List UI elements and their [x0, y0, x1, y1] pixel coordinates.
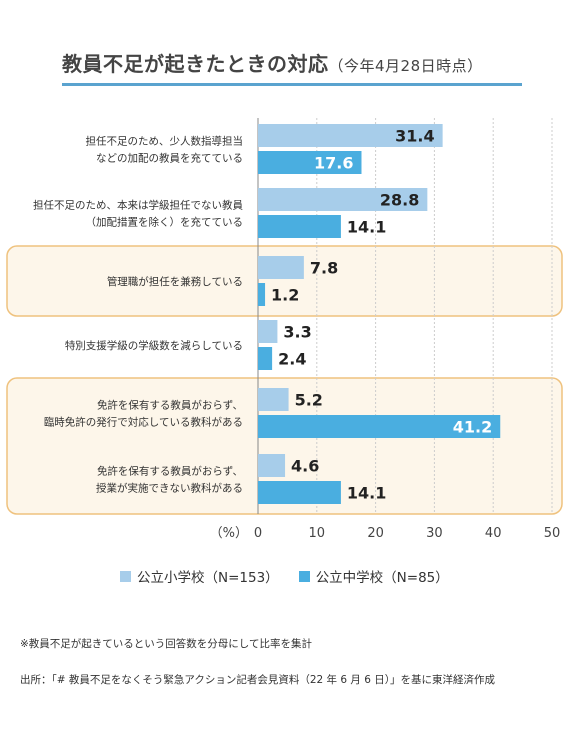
legend-label-elementary: 公立小学校（N=153）: [137, 570, 279, 586]
category-label: 免許を保有する教員がおらず、: [97, 465, 243, 478]
x-tick-label: 50: [544, 526, 561, 541]
x-axis-unit: （%）: [210, 526, 248, 541]
category-label: 授業が実施できない教科がある: [96, 482, 243, 495]
data-label: 5.2: [295, 391, 323, 410]
bar: [258, 283, 266, 306]
legend-swatch-elementary: [120, 570, 131, 582]
title-main: 教員不足が起きたときの対応: [62, 52, 329, 76]
bar: [258, 481, 341, 504]
x-tick-label: 0: [254, 526, 262, 541]
data-label: 2.4: [278, 350, 306, 369]
legend-item-junior-high: 公立中学校（N=85）: [298, 566, 449, 586]
chart-title: 教員不足が起きたときの対応（今年4月28日時点）: [62, 48, 522, 77]
bar: [258, 415, 501, 438]
x-tick-label: 20: [367, 526, 384, 541]
x-tick-label: 30: [426, 526, 443, 541]
bar: [258, 388, 289, 411]
category-label: などの加配の教員を充てている: [96, 152, 243, 165]
category-label: 担任不足のため、本来は学級担任でない教員: [33, 199, 243, 212]
category-label: 免許を保有する教員がおらず、: [97, 399, 243, 412]
bar: [258, 151, 362, 174]
category-label: （加配措置を除く）を充てている: [86, 216, 244, 229]
title-subtitle: （今年4月28日時点）: [328, 57, 483, 75]
data-label: 1.2: [271, 286, 299, 305]
bar: [258, 188, 428, 211]
category-label: 臨時免許の発行で対応している教科がある: [44, 416, 243, 429]
bar: [258, 124, 443, 147]
data-label: 7.8: [310, 259, 338, 278]
data-label: 14.1: [347, 484, 386, 503]
data-label: 14.1: [347, 218, 386, 237]
highlight-box: [6, 245, 563, 317]
title-underline: [62, 83, 522, 86]
x-tick-label: 10: [309, 526, 326, 541]
bar: [258, 454, 286, 477]
legend: 公立小学校（N=153） 公立中学校（N=85）: [120, 566, 449, 586]
category-label: 担任不足のため、少人数指導担当: [86, 135, 244, 148]
category-label: 管理職が担任を兼務している: [107, 275, 243, 288]
bar: [258, 320, 278, 343]
data-label: 4.6: [291, 457, 319, 476]
data-label: 3.3: [283, 323, 311, 342]
legend-label-junior-high: 公立中学校（N=85）: [315, 570, 449, 586]
bar: [258, 256, 304, 279]
footnote: ※教員不足が起きているという回答数を分母にして比率を集計: [20, 638, 312, 650]
data-label: 41.2: [453, 418, 492, 437]
category-label: 特別支援学級の学級数を減らしている: [65, 339, 243, 352]
legend-item-elementary: 公立小学校（N=153）: [120, 566, 279, 586]
data-label: 31.4: [395, 127, 434, 146]
x-tick-label: 40: [485, 526, 502, 541]
bar: [258, 347, 273, 370]
data-label: 28.8: [380, 191, 419, 210]
highlight-box: [6, 377, 563, 515]
bar: [258, 215, 341, 238]
source-note: 出所：「# 教員不足をなくそう緊急アクション記者会見資料（22 年 6 月 6 …: [20, 674, 496, 686]
data-label: 17.6: [314, 154, 353, 173]
legend-swatch-junior-high: [298, 570, 310, 582]
